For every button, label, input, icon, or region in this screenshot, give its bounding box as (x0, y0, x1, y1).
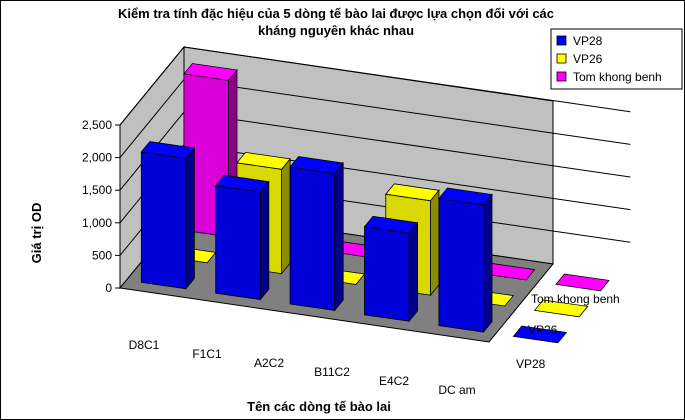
y-tick-label: 1,000 (82, 216, 112, 230)
bar-front-face (289, 166, 336, 311)
y-axis-ticks: 0 500 1,000 1,500 2,000 2,500 (82, 118, 120, 295)
x-tick-label: DC am (438, 383, 475, 397)
x-axis-title: Tên các dòng tế bào lai (247, 399, 391, 414)
y-tick-label: 2,500 (82, 118, 112, 132)
bars (140, 63, 493, 334)
y-axis-title: Giá trị OD (29, 203, 44, 264)
bar-top-face (214, 174, 270, 193)
y-tick-label: 2,000 (82, 151, 112, 165)
bar (214, 174, 270, 301)
legend-swatch-tom-khong-benh (556, 71, 567, 82)
bar-side-face (281, 157, 291, 275)
x-tick-label: D8C1 (129, 338, 160, 352)
bar-top-face (236, 151, 291, 170)
bar-top-face (385, 183, 440, 202)
bar (289, 156, 344, 312)
bar-front-face (215, 185, 261, 301)
bar-top-face (533, 299, 589, 318)
y-tick-label: 500 (92, 248, 112, 262)
bar-base-tile (512, 325, 568, 344)
bar-side-face (259, 180, 270, 301)
bar-front-face (364, 226, 410, 322)
bar-side-face (429, 189, 440, 297)
bar-front-face (438, 197, 484, 333)
bar-top-face (512, 325, 568, 344)
legend: VP28 VP26 Tom khong benh (550, 28, 683, 90)
bar-side-face (334, 161, 344, 312)
legend-label: VP28 (573, 34, 603, 48)
depth-tick-label: VP28 (516, 357, 546, 371)
depth-tick-label: VP26 (528, 323, 558, 337)
bar-top-face (140, 141, 196, 159)
chart-title-line-2: kháng nguyên khác nhau (258, 23, 414, 38)
bar-top-face (289, 156, 344, 174)
y-tick-label: 1,500 (82, 183, 112, 197)
bar-top-face (363, 215, 419, 234)
bar-side-face (483, 193, 493, 334)
bar-top-face (555, 273, 610, 292)
bar-top-face (438, 187, 493, 206)
legend-swatch-vp26 (556, 53, 567, 64)
gridline (119, 46, 631, 126)
x-tick-label: A2C2 (254, 356, 284, 370)
bar (363, 215, 419, 323)
x-tick-label: E4C2 (379, 374, 409, 388)
bar-base-tile (555, 273, 610, 292)
bar-base-tile (533, 299, 589, 318)
x-tick-label: B11C2 (314, 365, 350, 379)
bar-side-face (185, 146, 195, 290)
depth-tick-label: Tom khong benh (531, 292, 620, 306)
legend-swatch-vp28 (556, 35, 567, 46)
bar (438, 187, 493, 334)
legend-box (550, 28, 683, 90)
bar-front-face (140, 151, 187, 290)
x-tick-label: F1C1 (192, 347, 222, 361)
y-tick-label: 0 (105, 281, 112, 295)
bar (140, 141, 196, 290)
chart-title-line-1: Kiểm tra tính đặc hiệu của 5 dòng tế bào… (118, 6, 554, 21)
legend-label: VP26 (573, 52, 603, 66)
bar-side-face (408, 221, 419, 323)
bar-top-face (183, 63, 238, 81)
legend-label: Tom khong benh (573, 70, 662, 84)
